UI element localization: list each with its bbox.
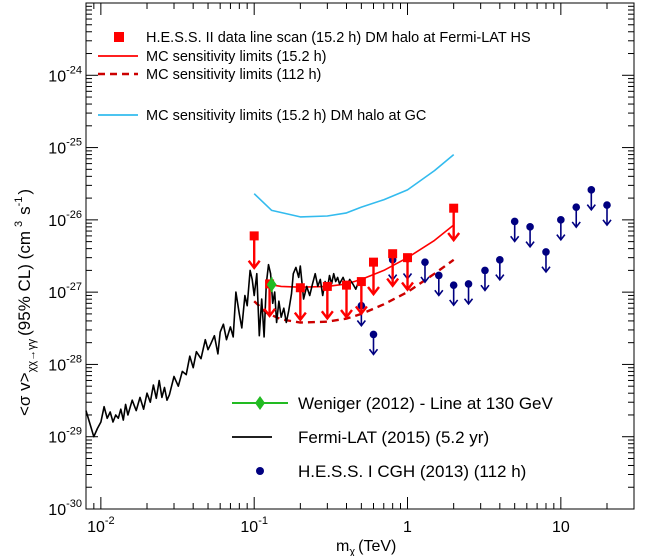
- x-axis-label: mχ (TeV): [336, 538, 396, 556]
- hess2-limit-point: [402, 253, 413, 290]
- legend-bottom-label: Weniger (2012) - Line at 130 GeV: [298, 394, 553, 413]
- hess1-marker: [572, 203, 580, 211]
- hess1-limit-point: [496, 256, 504, 280]
- legend-top-label: MC sensitivity limits (15.2 h) DM halo a…: [146, 108, 426, 124]
- hess2-marker: [296, 283, 305, 292]
- hess1-limit-point: [587, 186, 595, 210]
- hess1-limit-point: [465, 280, 473, 304]
- y-tick-label: 10-26: [48, 209, 82, 230]
- legend-top-label: MC sensitivity limits (112 h): [146, 67, 321, 83]
- hess1-limit-point: [421, 258, 429, 282]
- legend-top-item: MC sensitivity limits (15.2 h) DM halo a…: [98, 108, 426, 124]
- hess2-marker: [357, 277, 366, 286]
- x-tick-label: 1: [403, 519, 412, 536]
- series-line-3: [254, 155, 454, 217]
- y-tick-label: 10-29: [48, 426, 82, 447]
- hess1-limit-point: [542, 248, 550, 272]
- x-tick-label: 10-2: [87, 515, 115, 536]
- y-tick-label: 10-25: [48, 137, 82, 158]
- hess1-marker: [557, 216, 565, 224]
- y-axis-label: <σ v>χχ→γγ(95% CL) (cm3s-1): [13, 189, 38, 416]
- hess1-marker: [588, 186, 596, 194]
- hess1-limit-point: [603, 201, 611, 225]
- hess1-marker: [465, 280, 473, 288]
- hess2-marker: [403, 253, 412, 262]
- y-tick-label: 10-30: [48, 498, 82, 519]
- hess2-marker: [369, 258, 378, 267]
- hess2-marker: [388, 249, 397, 258]
- hess1-limit-point: [481, 267, 489, 291]
- hess1-marker: [526, 223, 534, 231]
- hess2-limit-point: [295, 283, 306, 320]
- hess2-marker: [250, 231, 259, 240]
- legend-top-label: MC sensitivity limits (15.2 h): [146, 49, 326, 65]
- legend-top-item: MC sensitivity limits (15.2 h): [98, 49, 326, 65]
- hess1-marker: [542, 248, 550, 256]
- hess1-limit-point: [369, 331, 377, 355]
- hess2-limit-point: [448, 204, 459, 241]
- x-tick-labels: 10-2 10-1 1 10: [87, 515, 570, 536]
- hess1-marker: [511, 218, 519, 226]
- hess2-marker: [449, 204, 458, 213]
- legend-top-item: H.E.S.S. II data line scan (15.2 h) DM h…: [114, 30, 531, 46]
- hess2-limit-point: [356, 277, 367, 314]
- y-tick-label: 10-27: [48, 281, 82, 302]
- hess1-limit-point: [511, 218, 519, 242]
- legend-top-symbol: [114, 32, 124, 42]
- hess2-marker: [323, 282, 332, 291]
- hess1-limit-point: [572, 203, 580, 227]
- x-tick-label: 10-1: [240, 515, 268, 536]
- hess1-marker: [435, 272, 443, 280]
- legend-bottom-symbol: [256, 467, 264, 475]
- legend-bottom-item: H.E.S.S. I CGH (2013) (112 h): [256, 462, 526, 481]
- hess2-marker: [342, 281, 351, 290]
- hess1-marker: [450, 281, 458, 289]
- y-tick-label: 10-28: [48, 353, 82, 374]
- legend-bottom: Weniger (2012) - Line at 130 GeV Fermi-LA…: [232, 394, 553, 481]
- hess1-marker: [603, 201, 611, 209]
- hess1-limit-point: [526, 223, 534, 247]
- legend-top: H.E.S.S. II data line scan (15.2 h) DM h…: [98, 30, 531, 124]
- y-tick-labels: 10-30 10-29 10-28 10-27 10-26 10-25 10-24: [48, 64, 82, 519]
- hess1-marker: [481, 267, 489, 275]
- hess1-limit-point: [435, 272, 443, 296]
- hess1-marker: [421, 258, 429, 266]
- hess1-marker: [496, 256, 504, 264]
- hess2-limit-point: [322, 282, 333, 319]
- legend-bottom-item: Fermi-LAT (2015) (5.2 yr): [232, 428, 489, 447]
- hess2-limit-point: [341, 281, 352, 318]
- legend-bottom-label: Fermi-LAT (2015) (5.2 yr): [298, 428, 489, 447]
- hess1-limit-point: [450, 281, 458, 305]
- legend-bottom-label: H.E.S.S. I CGH (2013) (112 h): [298, 462, 526, 481]
- legend-top-item: MC sensitivity limits (112 h): [98, 67, 321, 83]
- legend-bottom-item: Weniger (2012) - Line at 130 GeV: [232, 394, 553, 413]
- legend-top-label: H.E.S.S. II data line scan (15.2 h) DM h…: [146, 30, 531, 46]
- x-tick-label: 10: [552, 519, 570, 536]
- hess1-limit-point: [557, 216, 565, 240]
- legend-bottom-symbol: [255, 396, 265, 410]
- hess2-limit-point: [249, 231, 260, 268]
- y-tick-label: 10-24: [48, 64, 82, 85]
- hess1-marker: [370, 331, 378, 339]
